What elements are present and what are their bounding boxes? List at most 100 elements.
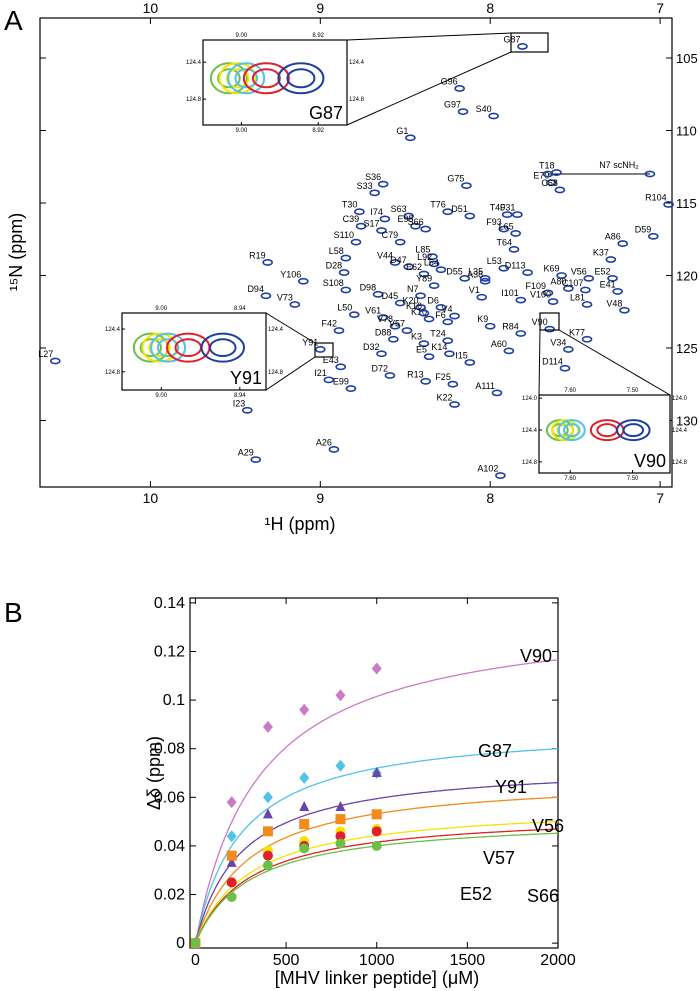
peak-label: L58 (329, 246, 344, 256)
x-axis-title: ¹H (ppm) (265, 514, 336, 534)
peak-label: A29 (238, 448, 254, 458)
marker (226, 830, 237, 843)
x-tick-label: 10 (143, 0, 159, 16)
peak (479, 274, 491, 282)
y-tick-label: 0 (176, 935, 185, 952)
peak-label: T30 (342, 200, 358, 210)
peak-label: K9 (477, 314, 488, 324)
peak-label: S36 (365, 172, 381, 182)
peak-label: L65 (499, 221, 514, 231)
marker (371, 767, 382, 777)
peak-label: T49 (490, 203, 506, 213)
peak (427, 253, 438, 261)
contour (156, 338, 180, 358)
peak (376, 350, 387, 358)
series-label: V90 (520, 646, 552, 666)
peak (605, 256, 617, 263)
inset-link (346, 51, 512, 126)
peak-label: I101 (501, 288, 519, 298)
marker (226, 856, 237, 867)
x-tick-label: 8 (486, 490, 494, 506)
x-tick-label: 0 (191, 952, 200, 969)
peak-label: D113 (505, 261, 526, 271)
inset-y-tick-label: 124.0 (672, 396, 688, 402)
peak (345, 385, 357, 392)
peak-label: D59 (635, 224, 652, 234)
y-tick-label: 0.12 (154, 643, 185, 660)
contour (139, 338, 163, 358)
peak (488, 112, 499, 120)
peak-label: S108 (323, 278, 344, 288)
inset-link (346, 32, 512, 41)
peak-label: D6 (427, 295, 439, 305)
inset-y-tick-label: 124.8 (105, 370, 121, 376)
marker (371, 840, 382, 851)
inset-x-tick-label: 7.60 (564, 388, 576, 394)
peak (241, 406, 253, 414)
peak-label: D32 (363, 342, 380, 352)
peak-label: R13 (407, 369, 424, 379)
peak (580, 286, 591, 294)
contour (557, 419, 586, 442)
contour (234, 68, 258, 89)
peak-label: A80 (550, 277, 566, 287)
peak (503, 347, 515, 355)
peak (442, 318, 454, 326)
peak (418, 309, 430, 317)
peak-label: D47 (390, 255, 407, 265)
peak (447, 380, 459, 388)
y-tick-label: 0.06 (154, 789, 185, 806)
peak (389, 322, 401, 330)
peak-label: S63 (391, 204, 407, 214)
inset-x-tick-label: 7.50 (627, 388, 639, 394)
peak-label: V44 (377, 250, 393, 260)
contour (622, 423, 645, 438)
peak-label: G96 (441, 76, 458, 86)
peak (515, 296, 527, 304)
peak-label: V57 (389, 319, 405, 329)
peak (464, 212, 476, 220)
peak (340, 254, 352, 262)
y-tick-label: 130 (676, 413, 698, 428)
peak-label: L53 (487, 256, 502, 266)
inset-x-tick-label: 9.00 (155, 306, 167, 312)
peak (449, 401, 460, 408)
inset-x-tick-label: 7.60 (564, 476, 576, 482)
inset-source-box (314, 342, 334, 358)
marker (371, 826, 382, 837)
peak-label: D88 (375, 327, 392, 337)
contour (225, 68, 250, 89)
peak (369, 189, 380, 197)
peak (328, 446, 340, 453)
marker (335, 831, 346, 842)
inset-y-tick-label: 124.4 (105, 327, 121, 333)
peak (501, 211, 513, 218)
peak-label: E70 (533, 171, 549, 181)
marker (262, 860, 273, 871)
marker (335, 801, 346, 812)
y-tick-label: 0.1 (163, 692, 185, 709)
peak (484, 322, 496, 330)
inset-link (265, 312, 316, 344)
peak-label: D45 (382, 291, 399, 301)
inset-y-tick-label: 124.8 (349, 97, 365, 103)
peak-label: C39 (343, 214, 360, 224)
inset-label: Y91 (230, 368, 262, 388)
peak-label: E95 (397, 214, 413, 224)
peak (410, 222, 421, 230)
contour (209, 62, 248, 95)
peak-label: L92 (417, 252, 432, 262)
peak (581, 335, 593, 343)
peak-label: S110 (334, 230, 354, 240)
peak (498, 264, 510, 272)
y-tick-label: 0.02 (154, 887, 185, 904)
contour (200, 332, 246, 363)
series-label: E52 (460, 884, 492, 904)
peak-label: F109 (525, 281, 546, 291)
series-label: S66 (527, 886, 559, 906)
contour (562, 423, 581, 438)
peak-label: Y89 (416, 274, 432, 284)
peak (491, 389, 503, 397)
y-tick-label: 110 (676, 124, 697, 139)
